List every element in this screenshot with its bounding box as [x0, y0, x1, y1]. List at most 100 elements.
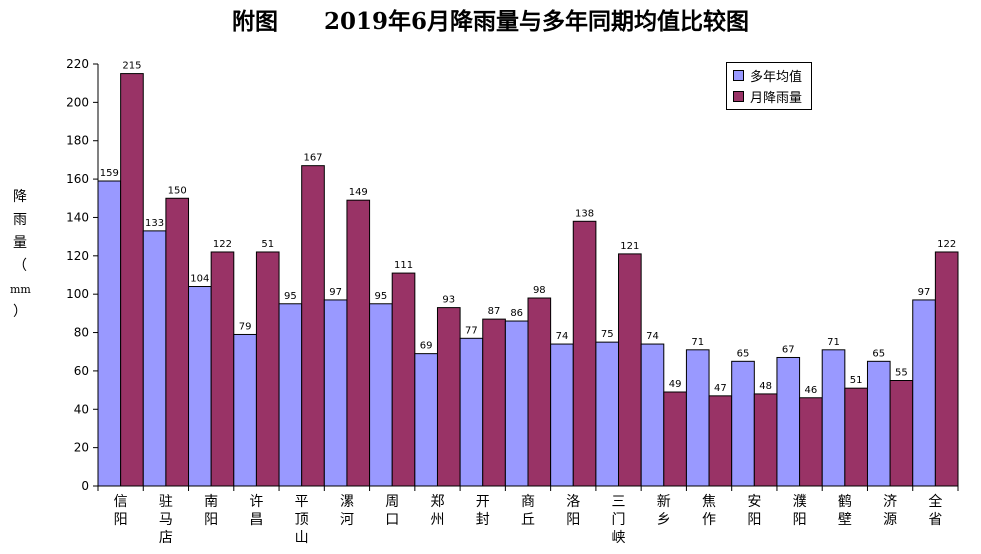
x-tick-label: 州 [430, 512, 444, 528]
data-label: 71 [691, 337, 704, 348]
x-tick-label: 昌 [249, 512, 263, 528]
bar [233, 333, 257, 487]
x-tick-label: 开 [476, 494, 490, 510]
bar [776, 356, 801, 487]
data-label: 51 [850, 375, 863, 386]
x-tick-label: 郑 [430, 494, 444, 510]
bar [369, 303, 393, 487]
x-tick-label: 源 [883, 512, 897, 528]
y-tick-label: 160 [66, 172, 89, 186]
x-tick-label: 焦 [702, 494, 716, 510]
bar [663, 391, 687, 487]
data-label: 74 [646, 331, 659, 342]
data-label: 51 [261, 239, 274, 250]
y-axis-label-char: ） [13, 304, 27, 320]
bar [866, 360, 891, 487]
bar [414, 353, 438, 487]
bar [685, 349, 710, 487]
x-tick-label: 阳 [793, 512, 807, 528]
legend-label: 多年均值 [750, 69, 803, 85]
x-tick-label: 作 [702, 512, 716, 528]
data-label: 97 [918, 287, 931, 298]
data-label: 122 [937, 239, 956, 250]
y-tick-label: 180 [66, 134, 89, 148]
bar [821, 349, 846, 487]
y-tick-label: 200 [66, 95, 89, 109]
bar [912, 299, 936, 487]
bar [165, 197, 190, 487]
x-tick-label: 洛 [566, 494, 580, 510]
bar [527, 297, 552, 487]
x-tick-label: 顶 [295, 512, 309, 528]
x-tick-label: 门 [612, 512, 626, 528]
bar [278, 303, 303, 487]
x-tick-label: 信 [114, 494, 128, 510]
x-tick-label: 周 [385, 494, 399, 510]
bar [731, 360, 755, 487]
bar [595, 341, 620, 487]
y-tick-label: 20 [74, 441, 89, 455]
data-label: 75 [601, 329, 614, 340]
data-label: 46 [805, 385, 818, 396]
bar [436, 307, 461, 487]
data-label: 122 [213, 239, 232, 250]
bar [799, 397, 823, 487]
x-tick-label: 阳 [566, 512, 580, 528]
x-tick-label: 许 [249, 494, 263, 510]
y-tick-label: 0 [81, 479, 89, 493]
y-tick-label: 220 [66, 57, 89, 71]
y-tick-label: 80 [74, 326, 89, 340]
x-tick-label: 阳 [204, 512, 218, 528]
data-label: 69 [420, 341, 433, 352]
bar [708, 395, 733, 487]
data-label: 47 [714, 383, 727, 394]
y-axis-label: 降 雨 量 （ mm ） [10, 186, 31, 324]
bar [844, 387, 868, 487]
y-axis-label-char: 量 [13, 235, 27, 251]
data-label: 149 [349, 187, 368, 198]
x-tick-label: 省 [928, 512, 942, 528]
legend-swatch [733, 90, 744, 102]
bar [550, 343, 574, 487]
data-label: 104 [190, 274, 209, 285]
bar [346, 199, 371, 487]
bar [934, 251, 959, 487]
data-label: 215 [122, 61, 141, 72]
data-label: 74 [556, 331, 569, 342]
data-label: 167 [303, 153, 322, 164]
bar [120, 73, 144, 487]
chart-title: 附图 2019年6月降雨量与多年同期均值比较图 [231, 8, 750, 35]
legend-label: 月降雨量 [750, 90, 803, 106]
legend: 多年均值 月降雨量 [726, 62, 812, 110]
data-label: 67 [782, 344, 795, 355]
x-tick-label: 阳 [114, 512, 128, 528]
data-label: 95 [284, 291, 297, 302]
x-tick-label: 新 [657, 494, 671, 510]
data-label: 95 [375, 291, 388, 302]
bar [188, 286, 212, 487]
data-label: 79 [239, 321, 252, 332]
x-tick-label: 濮 [793, 494, 807, 510]
y-axis-label-char: mm [10, 283, 31, 296]
y-axis-label-char: 雨 [13, 212, 27, 228]
y-axis-label-char: （ [13, 258, 27, 274]
data-label: 55 [895, 368, 908, 379]
data-label: 111 [394, 260, 413, 271]
data-label: 133 [145, 218, 164, 229]
bar [640, 343, 665, 487]
legend-item: 月降雨量 [733, 87, 803, 106]
data-label: 138 [575, 208, 594, 219]
x-tick-label: 商 [521, 494, 535, 510]
data-label: 97 [329, 287, 342, 298]
y-tick-label: 140 [66, 210, 89, 224]
legend-item: 多年均值 [733, 66, 803, 85]
data-label: 87 [488, 306, 501, 317]
x-tick-label: 济 [883, 494, 897, 510]
x-tick-label: 鹤 [838, 494, 852, 510]
bar [482, 318, 506, 487]
legend-swatch [733, 69, 744, 81]
bar [753, 393, 778, 487]
x-tick-label: 口 [385, 512, 399, 528]
x-tick-label: 山 [295, 530, 309, 546]
y-tick-label: 60 [74, 364, 89, 378]
